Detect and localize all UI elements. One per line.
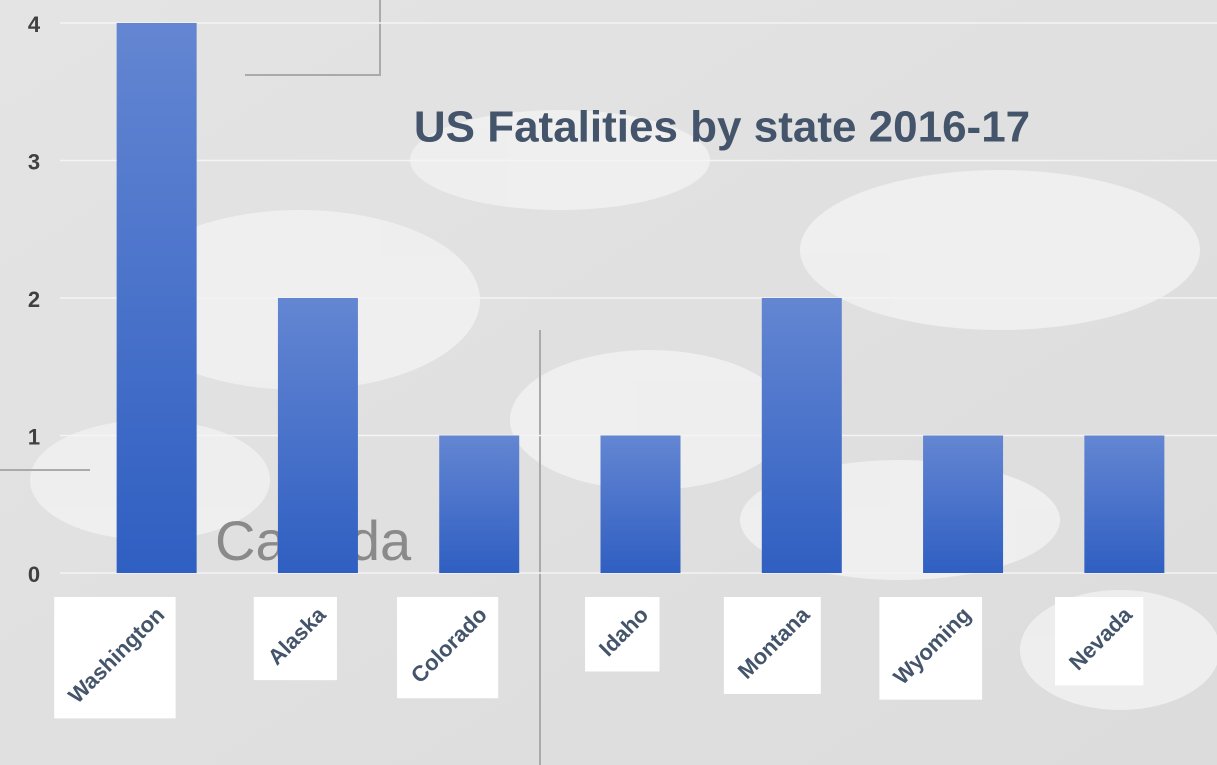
bar xyxy=(600,435,681,573)
x-tick: Alaska xyxy=(253,597,337,681)
x-tick-box xyxy=(879,597,983,700)
bar xyxy=(923,435,1004,573)
y-tick-label: 2 xyxy=(28,287,40,312)
x-tick: Colorado xyxy=(396,597,499,699)
bar xyxy=(277,298,358,573)
bar xyxy=(761,298,842,573)
x-tick-box xyxy=(585,597,660,672)
y-tick-label: 0 xyxy=(28,562,40,587)
bar xyxy=(439,435,520,573)
x-tick: Wyoming xyxy=(879,597,983,700)
y-tick-label: 3 xyxy=(28,149,40,174)
x-tick: Nevada xyxy=(1055,597,1144,686)
x-tick: Idaho xyxy=(585,597,660,672)
bars xyxy=(116,23,1165,573)
bar xyxy=(116,23,197,573)
y-tick-label: 1 xyxy=(28,424,40,449)
map-border xyxy=(0,0,541,765)
chart-title: US Fatalities by state 2016-17 xyxy=(414,103,1030,152)
x-tick-box xyxy=(253,597,337,681)
x-tick-box xyxy=(54,597,176,719)
x-tick: Montana xyxy=(723,597,821,694)
x-tick: Washington xyxy=(54,597,176,719)
bar xyxy=(1084,435,1165,573)
x-tick-box xyxy=(1055,597,1144,686)
x-tick-box xyxy=(396,597,499,699)
x-tick-box xyxy=(723,597,821,694)
y-tick-label: 4 xyxy=(28,12,41,37)
